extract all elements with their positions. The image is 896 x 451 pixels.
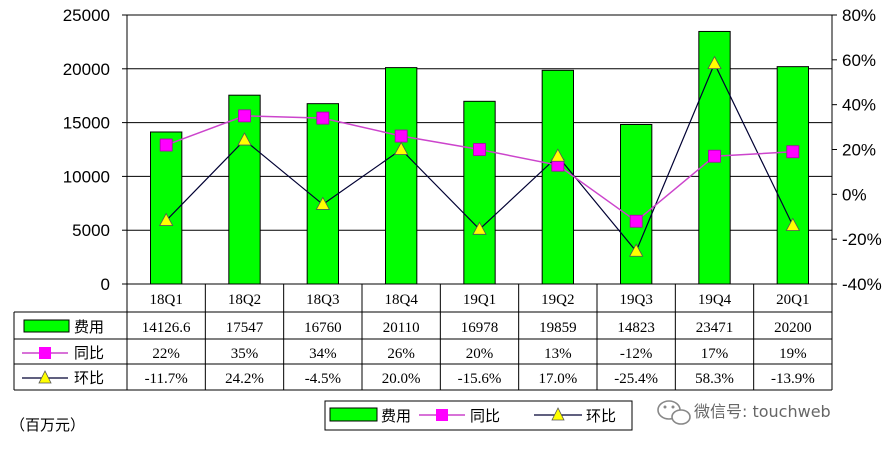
y-left-tick-label: 15000: [63, 114, 110, 133]
point-huanbi: [158, 212, 174, 226]
x-category-label: 19Q1: [463, 292, 496, 308]
point-tongbi: [316, 111, 330, 125]
data-cell-label: 20%: [466, 346, 494, 362]
data-cell-label: 20.0%: [382, 371, 421, 387]
point-huanbi: [315, 196, 331, 210]
x-category-label: 18Q3: [306, 292, 339, 308]
row-header-huanbi: 环比: [74, 369, 104, 387]
line-series: [158, 55, 801, 257]
row-key-huanbi: [38, 370, 52, 384]
data-cell-label: 17%: [701, 346, 729, 362]
axes: 25000 20000 15000 10000 5000 0 80% 60% 40% 20% 0% -…: [63, 6, 882, 294]
y-right-tick-label: 80%: [842, 6, 876, 25]
legend-label-huanbi: 环比: [586, 407, 616, 425]
point-tongbi: [238, 109, 251, 123]
data-cell-label: -4.5%: [305, 371, 341, 387]
data-cell-label: 35%: [231, 346, 259, 362]
row-key-tongbi: [39, 347, 51, 359]
y-right-tick-label: 40%: [842, 96, 876, 115]
point-tongbi: [394, 129, 408, 143]
row-header-feiyong: 费用: [74, 318, 104, 336]
data-cell-label: 17547: [226, 320, 264, 336]
watermark-text: 微信号: touchweb: [694, 402, 831, 421]
data-cell-label: 13%: [544, 346, 572, 362]
y-left-tick-label: 25000: [63, 6, 110, 25]
point-huanbi: [550, 148, 566, 162]
point-huanbi: [237, 132, 252, 146]
point-tongbi: [159, 138, 173, 152]
bar: [776, 66, 810, 285]
data-cell-label: -15.6%: [458, 371, 502, 387]
row-key-feiyong: [23, 319, 70, 333]
legend-marker-tongbi: [436, 409, 448, 421]
data-cell-label: 24.2%: [225, 371, 264, 387]
data-cell-label: 22%: [152, 346, 180, 362]
x-category-label: 20Q1: [776, 292, 809, 308]
row-header-tongbi: 同比: [74, 344, 104, 362]
data-cell-label: -25.4%: [614, 371, 658, 387]
data-cell-label: 19%: [779, 346, 807, 362]
bar: [620, 124, 653, 285]
data-cell-label: 26%: [387, 346, 415, 362]
point-huanbi: [472, 221, 487, 235]
data-cell-label: 20200: [774, 320, 812, 336]
x-category-label: 18Q2: [228, 292, 261, 308]
data-cell-label: 58.3%: [695, 371, 734, 387]
y-right-tick-label: -40%: [842, 275, 882, 294]
point-tongbi: [786, 145, 800, 159]
wechat-logo: [657, 400, 691, 425]
point-tongbi: [708, 149, 721, 163]
point-tongbi: [629, 214, 643, 228]
x-category-label: 18Q1: [149, 292, 182, 308]
point-tongbi: [473, 143, 486, 156]
bar: [150, 131, 183, 285]
legend-label-tongbi: 同比: [470, 407, 500, 425]
y-right-tick-label: -20%: [842, 230, 882, 249]
point-huanbi: [628, 243, 644, 257]
x-category-label: 19Q3: [619, 292, 652, 308]
data-cell-label: 16760: [304, 320, 342, 336]
x-category-label: 19Q2: [541, 292, 574, 308]
data-cell-label: 23471: [696, 320, 734, 336]
y-right-tick-label: 60%: [842, 51, 876, 70]
bar: [541, 69, 575, 285]
point-huanbi: [785, 217, 801, 231]
data-cell-label: -11.7%: [145, 371, 188, 387]
legend-marker-huanbi: [551, 407, 565, 421]
data-cell-label: 20110: [383, 320, 420, 336]
data-cell-label: -13.9%: [771, 371, 815, 387]
data-cell-label: 19859: [539, 320, 577, 336]
data-cell-label: 34%: [309, 346, 337, 362]
data-cell-label: -12%: [620, 346, 653, 362]
data-cell-label: 14823: [617, 320, 655, 336]
x-category-label: 18Q4: [384, 292, 418, 308]
legend: 费用 同比 环比: [324, 400, 633, 431]
y-left-tick-label: 5000: [72, 221, 110, 240]
bar: [463, 100, 496, 285]
data-table: 18Q1 18Q2 18Q3 18Q4 19Q1 19Q2 19Q3 19Q4 20Q1 1412…: [13, 283, 833, 391]
data-cell-label: 14126.6: [142, 320, 191, 336]
y-right-tick-label: 0%: [842, 185, 867, 204]
y-left-tick-label: 20000: [63, 60, 110, 79]
legend-label-feiyong: 费用: [381, 407, 411, 425]
legend-swatch-feiyong: [329, 407, 378, 422]
unit-label: （百万元）: [10, 416, 85, 434]
point-huanbi: [393, 141, 409, 155]
y-right-tick-label: 20%: [842, 141, 876, 160]
y-left-tick-label: 10000: [63, 167, 110, 186]
point-huanbi: [707, 55, 722, 70]
bar: [228, 94, 261, 285]
bar: [385, 67, 418, 285]
data-cell-label: 17.0%: [538, 371, 577, 387]
data-cell-label: 16978: [461, 320, 499, 336]
y-left-tick-label: 0: [101, 275, 110, 294]
bar: [306, 103, 339, 285]
x-category-label: 19Q4: [698, 292, 732, 308]
